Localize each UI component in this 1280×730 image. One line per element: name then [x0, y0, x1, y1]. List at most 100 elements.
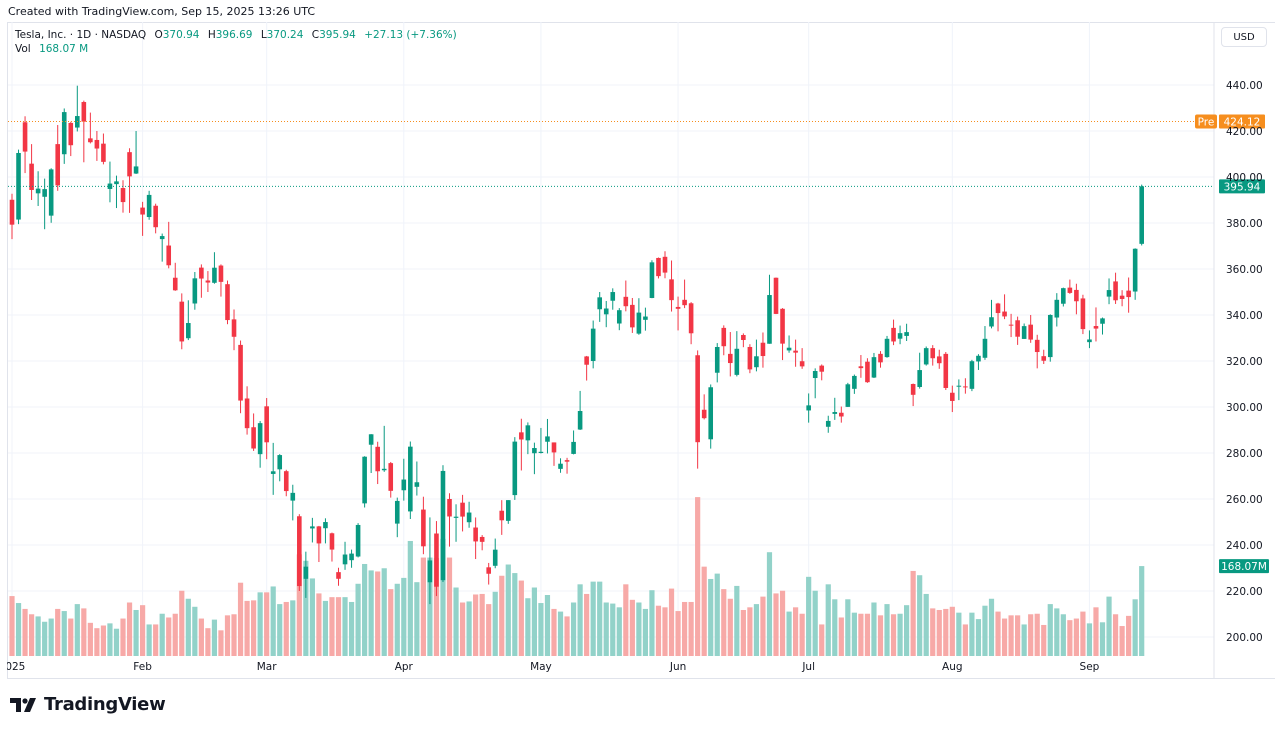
candle-body — [172, 277, 178, 291]
candle-body — [773, 277, 779, 314]
volume-bar — [322, 600, 329, 656]
volume-bar — [917, 575, 923, 656]
volume-bar — [1047, 604, 1053, 656]
volume-bar — [35, 616, 41, 656]
volume-bar — [166, 617, 172, 656]
volume-bar — [172, 613, 178, 656]
candle-body — [146, 194, 152, 218]
time-tick-label: Jul — [801, 661, 815, 673]
candle-body — [825, 420, 831, 427]
candle-body — [597, 297, 602, 310]
volume-bar — [943, 608, 949, 656]
volume-bar — [799, 613, 805, 656]
candle-body — [479, 536, 485, 542]
volume-bar — [459, 602, 466, 656]
time-tick-label: Feb — [133, 661, 152, 673]
candle-body — [486, 567, 491, 574]
volume-bar — [636, 602, 642, 656]
volume-bar — [492, 591, 498, 656]
candle-body — [590, 328, 596, 361]
volume-bar — [211, 619, 218, 656]
volume-bar — [956, 612, 962, 656]
volume-bar — [930, 608, 936, 656]
time-axis: 2025 Feb Mar Apr May Jun Jul Aug Sep — [0, 658, 1100, 674]
price-tick-label: 320.00 — [1226, 356, 1263, 368]
volume-bar — [283, 601, 289, 656]
candle-body — [1008, 324, 1014, 326]
volume-bar — [55, 608, 61, 656]
volume-bar — [401, 577, 407, 656]
volume-bar — [1106, 596, 1112, 656]
volume-bar — [858, 613, 864, 656]
candle-body — [68, 122, 74, 146]
price-tick-label: 200.00 — [1226, 632, 1263, 644]
volume-bars — [9, 497, 1145, 656]
candle-body — [264, 406, 269, 443]
candle-body — [819, 365, 825, 372]
candle-body — [799, 361, 805, 367]
candle-body — [9, 199, 15, 225]
candle-body — [675, 306, 681, 309]
premarket-badge — [1195, 114, 1217, 129]
candle-body — [349, 553, 354, 561]
candle-body — [466, 512, 472, 523]
candle-body — [120, 188, 126, 203]
candle-body — [342, 554, 348, 565]
price-lines: Pre 424.12 395.94 168.07M — [8, 114, 1269, 574]
volume-bar — [538, 603, 544, 656]
volume-bar — [1008, 615, 1014, 656]
currency-button[interactable]: USD — [1221, 27, 1267, 47]
volume-bar — [133, 609, 139, 656]
volume-bar — [544, 595, 551, 656]
candle-body — [94, 139, 100, 149]
candle-body — [923, 348, 929, 365]
volume-bar — [22, 608, 28, 656]
close-value: 395.94 — [319, 29, 356, 41]
candle-body — [434, 533, 439, 587]
volume-bar — [864, 613, 871, 656]
candle-body — [741, 335, 746, 341]
candle-body — [277, 455, 283, 470]
volume-bar — [87, 622, 93, 656]
volume-bar — [61, 611, 67, 656]
volume-bar — [329, 597, 335, 656]
volume-bar — [662, 607, 668, 656]
volume-bar — [570, 602, 577, 656]
volume-bar — [701, 566, 707, 656]
candle-body — [166, 245, 172, 266]
tradingview-logo-icon — [10, 697, 36, 712]
candle-body — [1015, 320, 1020, 337]
candle-body — [473, 527, 478, 542]
candle-body — [159, 236, 165, 240]
volume-bar — [28, 614, 35, 656]
candle-body — [55, 144, 61, 186]
candle-body — [133, 166, 139, 174]
candle-body — [714, 346, 720, 373]
candle-body — [747, 346, 753, 370]
volume-bar — [747, 607, 753, 656]
candle-body — [1002, 311, 1007, 317]
candle-body — [290, 492, 296, 501]
candle-body — [107, 183, 113, 189]
volume-bar — [734, 585, 740, 656]
volume-bar — [714, 573, 720, 656]
candle-body — [695, 355, 700, 443]
volume-bar — [890, 614, 897, 656]
volume-bar — [100, 625, 107, 656]
price-tick-label: 240.00 — [1226, 540, 1263, 552]
symbol-title: Tesla, Inc. · 1D · NASDAQ — [15, 29, 147, 41]
volume-bar — [257, 592, 263, 656]
candle-body — [865, 361, 870, 383]
candle-body — [1119, 295, 1125, 299]
volume-bar — [224, 615, 231, 656]
high-value: 396.69 — [215, 29, 253, 41]
candle-body — [734, 348, 740, 375]
price-tick-label: 400.00 — [1226, 172, 1263, 184]
volume-bar — [766, 552, 773, 656]
volume-bar — [264, 592, 270, 656]
time-tick-label: May — [530, 661, 552, 673]
candle-body — [81, 102, 87, 122]
candle-body — [793, 350, 798, 353]
candle-body — [910, 384, 916, 395]
